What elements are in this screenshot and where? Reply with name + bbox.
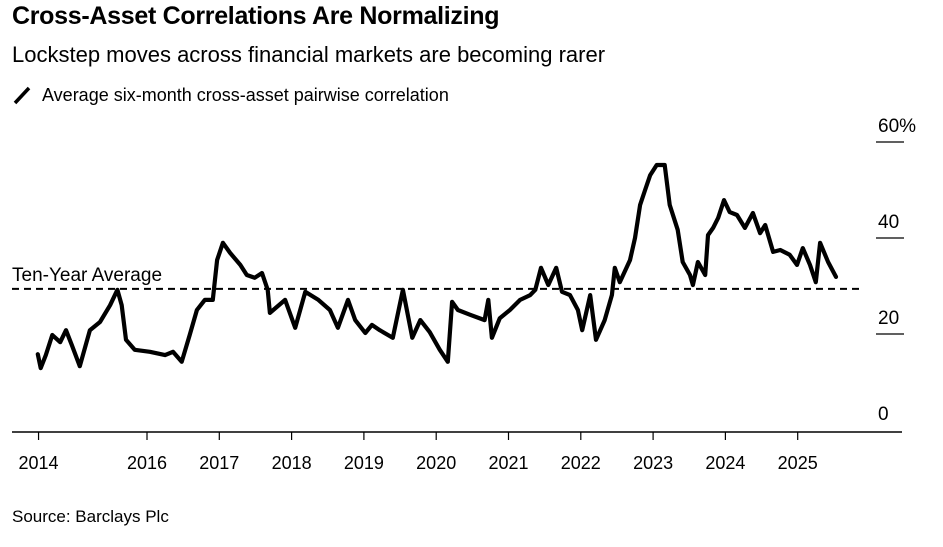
- source-note: Source: Barclays Plc: [12, 507, 169, 526]
- x-tick-label: 2021: [488, 453, 528, 473]
- ten-year-average-label: Ten-Year Average: [12, 265, 162, 286]
- reference-line-group: Ten-Year Average: [12, 265, 862, 290]
- y-axis: 0 20 40 60%: [876, 116, 916, 425]
- x-tick-label: 2022: [561, 453, 601, 473]
- x-axis: 2014 2016 2017 2018 2019 2020 2021 2022 2023 2024…: [12, 431, 902, 473]
- series-group: [35, 162, 839, 371]
- chart-title: Cross-Asset Correlations Are Normalizing: [12, 2, 500, 30]
- y-tick-label: 20: [878, 308, 899, 329]
- x-tick-label: 2025: [778, 453, 818, 473]
- line-swatch-icon: [13, 86, 31, 105]
- chart-subtitle: Lockstep moves across financial markets …: [12, 42, 606, 67]
- legend-label: Average six-month cross-asset pairwise c…: [42, 84, 449, 105]
- x-tick-label: 2020: [416, 453, 456, 473]
- x-tick-label: 2024: [705, 453, 745, 473]
- x-tick-label: 2019: [344, 453, 384, 473]
- x-tick-label: 2016: [127, 453, 167, 473]
- x-tick-label: 2023: [633, 453, 673, 473]
- correlation-series-line: [35, 162, 839, 371]
- x-tick-label: 2014: [19, 453, 59, 473]
- y-tick-label: 0: [878, 404, 889, 425]
- x-tick-label: 2017: [199, 453, 239, 473]
- legend: Average six-month cross-asset pairwise c…: [12, 84, 449, 106]
- y-tick-label: 40: [878, 212, 899, 233]
- x-tick-label: 2018: [272, 453, 312, 473]
- y-tick-label: 60%: [878, 116, 916, 137]
